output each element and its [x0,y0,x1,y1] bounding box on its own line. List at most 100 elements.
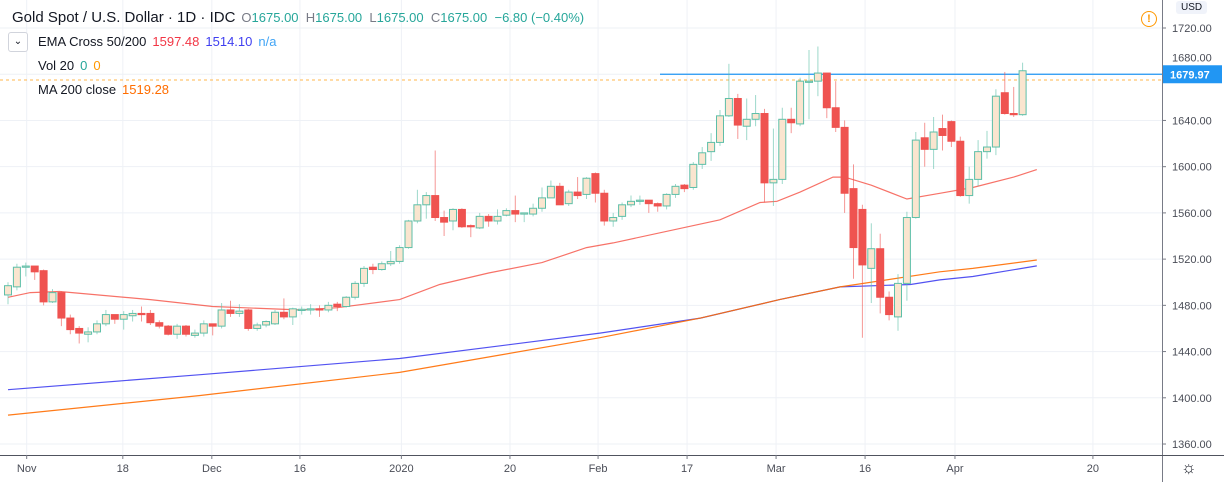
candle-up [911,139,920,219]
candle-up [306,308,315,311]
ema50-value: 1597.48 [152,34,200,49]
candle-up [119,314,128,320]
price-label: 1679.97 [1170,69,1210,81]
candle-up [360,267,368,284]
candle-up [635,199,644,202]
candle-down [511,210,520,215]
candle-down [110,314,119,320]
candle-down [484,215,493,222]
indicator-vol[interactable]: Vol 20 0 0 [12,54,584,78]
y-tick-label: 1400.00 [1172,393,1212,405]
x-tick-label: Apr [946,463,963,475]
high-label: H [305,10,316,25]
candle-down [1000,92,1009,115]
candle-up [965,178,974,197]
y-tick-label: 1560.00 [1172,208,1212,220]
candle-up [404,220,413,249]
candle-up [475,215,484,229]
candle-up [93,323,101,333]
candle-up [493,215,502,222]
candle-down [1009,113,1018,116]
x-tick-label: 16 [859,463,871,475]
candle-down [947,121,956,142]
candle-up [609,217,618,222]
chart-legend: Gold Spot / U.S. Dollar · 1D · IDC O1675… [8,8,584,102]
candle-down [956,140,965,197]
candle-up [983,146,991,153]
candle-up [520,212,529,215]
x-tick-label: 16 [294,463,306,475]
candle-up [769,178,778,184]
gear-icon[interactable]: ☼ [1181,458,1197,477]
candle-up [867,248,876,269]
candle-up [395,247,404,262]
candle-down [876,248,885,298]
candle-up [724,97,733,117]
indicator-label: MA 200 close [38,82,117,97]
candle-up [1018,70,1027,116]
ma200-line [7,259,1037,416]
candle-up [199,323,208,334]
candle-up [386,260,395,265]
candle-down [644,199,653,205]
y-tick-label: 1600.00 [1172,162,1212,174]
ema50-line [7,169,1037,311]
y-tick-label: 1480.00 [1172,300,1212,312]
candle-down [182,325,190,335]
candle-up [582,177,591,195]
price-label-box [1163,65,1222,84]
candle-up [618,204,627,217]
candle-down [333,303,342,307]
candle-up [84,331,93,335]
candle-down [440,217,449,223]
symbol-title[interactable]: Gold Spot / U.S. Dollar · 1D · IDC [12,9,236,26]
close-value: 1675.00 [440,10,488,25]
y-tick-label: 1720.00 [1172,23,1212,35]
candle-up [377,263,386,271]
candle-down [368,266,377,271]
indicator-ma[interactable]: MA 200 close 1519.28 [12,78,584,102]
candle-down [787,118,796,124]
candle-down [858,208,867,266]
currency-badge[interactable]: USD [1176,1,1208,14]
candle-down [920,137,929,150]
candle-up [12,266,21,288]
collapse-chevron-icon[interactable]: ⌄ [8,32,28,52]
candle-down [66,317,75,331]
open-value: 1675.00 [251,10,299,25]
candle-up [538,197,546,209]
y-tick-label: 1520.00 [1172,254,1212,266]
candle-up [128,312,137,317]
x-tick-label: 18 [117,463,129,475]
candle-up [4,285,12,296]
x-tick-label: 2020 [389,463,413,475]
candle-up [778,118,787,180]
candle-down [591,173,600,194]
candle-up [297,308,306,311]
candle-down [30,265,39,273]
moving-averages [7,169,1037,416]
x-tick-label: Nov [17,463,37,475]
candle-up [422,195,431,206]
candle-up [662,193,671,207]
indicator-ema-cross[interactable]: ⌄ EMA Cross 50/200 1597.48 1514.10 n/a [8,30,584,54]
candle-up [689,163,698,188]
candle-down [466,225,475,228]
reference-lines [0,73,1162,81]
candle-down [457,208,466,228]
candle-down [831,107,840,128]
ema200-value: 1514.10 [205,34,253,49]
candle-down [885,296,894,316]
symbol-header: Gold Spot / U.S. Dollar · 1D · IDC O1675… [12,8,584,28]
candle-down [39,270,48,303]
candles [4,46,1027,344]
y-tick-label: 1680.00 [1172,52,1212,64]
candle-down [146,312,155,324]
candle-down [555,185,564,206]
candle-down [653,203,662,207]
exclamation-circle-icon[interactable]: ! [1141,11,1157,27]
low-label: L [369,10,377,25]
candle-up [813,72,822,82]
